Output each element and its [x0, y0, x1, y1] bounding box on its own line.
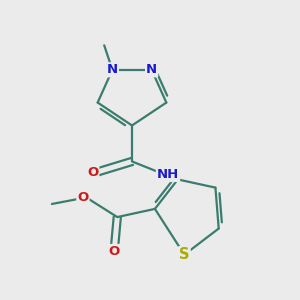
Text: NH: NH — [157, 168, 179, 181]
Text: S: S — [179, 247, 190, 262]
Text: N: N — [107, 63, 118, 76]
Text: O: O — [108, 245, 120, 258]
Text: N: N — [146, 63, 157, 76]
Text: O: O — [87, 167, 98, 179]
Text: O: O — [77, 191, 88, 204]
